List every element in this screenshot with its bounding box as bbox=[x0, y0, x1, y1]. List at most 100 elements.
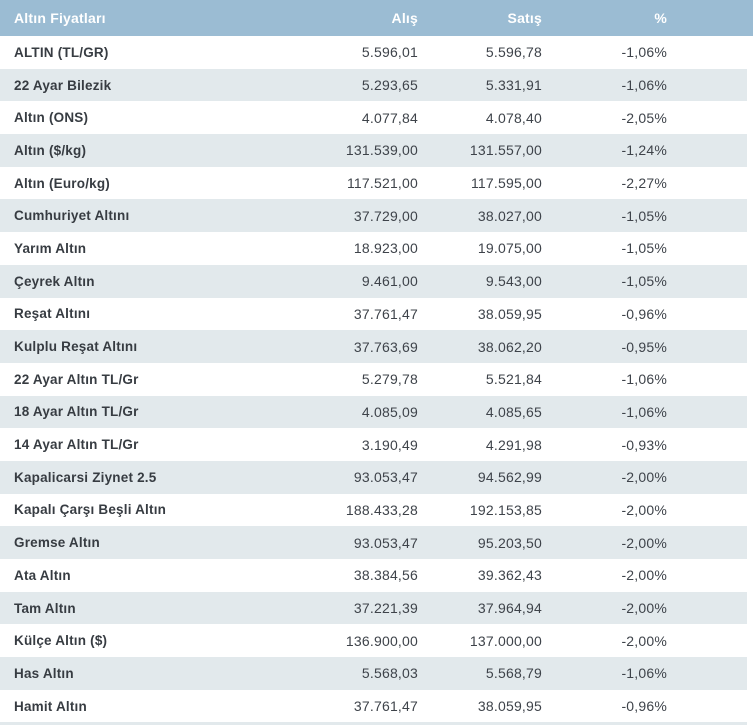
change-percent: -2,00% bbox=[621, 501, 667, 518]
sell-price: 19.075,00 bbox=[477, 240, 542, 257]
sell-price: 94.562,99 bbox=[477, 469, 542, 486]
table-row[interactable]: Hamit Altın 37.761,47 38.059,95 -0,96% bbox=[0, 690, 747, 723]
table-row[interactable]: Reşat Altını 37.761,47 38.059,95 -0,96% bbox=[0, 298, 747, 331]
change-percent: -2,05% bbox=[621, 109, 667, 126]
table-row[interactable]: 14 Ayar Altın TL/Gr 3.190,49 4.291,98 -0… bbox=[0, 428, 747, 461]
change-percent: -0,96% bbox=[621, 698, 667, 715]
instrument-name: Külçe Altın ($) bbox=[14, 633, 108, 649]
instrument-name: 14 Ayar Altın TL/Gr bbox=[14, 437, 139, 453]
table-row[interactable]: Has Altın 5.568,03 5.568,79 -1,06% bbox=[0, 657, 747, 690]
table-row[interactable]: Altın (Euro/kg) 117.521,00 117.595,00 -2… bbox=[0, 167, 747, 200]
change-percent: -1,05% bbox=[621, 273, 667, 290]
table-row[interactable]: Kulplu Reşat Altını 37.763,69 38.062,20 … bbox=[0, 330, 747, 363]
buy-price: 37.729,00 bbox=[353, 207, 418, 224]
sell-price: 38.062,20 bbox=[477, 338, 542, 355]
partial-next-row bbox=[0, 722, 747, 725]
table-row[interactable]: Altın (ONS) 4.077,84 4.078,40 -2,05% bbox=[0, 101, 747, 134]
table-row[interactable]: Tam Altın 37.221,39 37.964,94 -2,00% bbox=[0, 591, 747, 625]
change-percent: -2,00% bbox=[621, 534, 667, 551]
table-row[interactable]: Ata Altın 38.384,56 39.362,43 -2,00% bbox=[0, 559, 747, 592]
column-header-alis: Alış bbox=[391, 10, 418, 26]
sell-price: 4.291,98 bbox=[485, 436, 542, 453]
column-header-percent: % bbox=[654, 10, 667, 26]
table-row[interactable]: Külçe Altın ($) 136.900,00 137.000,00 -2… bbox=[0, 624, 747, 657]
sell-price: 131.557,00 bbox=[469, 142, 542, 159]
buy-price: 37.761,47 bbox=[353, 305, 418, 322]
buy-price: 93.053,47 bbox=[353, 534, 418, 551]
buy-price: 4.085,09 bbox=[361, 403, 418, 420]
change-percent: -0,93% bbox=[621, 436, 667, 453]
sell-price: 117.595,00 bbox=[470, 175, 542, 192]
table-row[interactable]: 18 Ayar Altın TL/Gr 4.085,09 4.085,65 -1… bbox=[0, 395, 747, 429]
change-percent: -0,96% bbox=[621, 305, 667, 322]
sell-price: 95.203,50 bbox=[477, 534, 542, 551]
sell-price: 37.964,94 bbox=[477, 600, 542, 617]
sell-price: 192.153,85 bbox=[469, 501, 542, 518]
instrument-name: Çeyrek Altın bbox=[14, 273, 95, 289]
sell-price: 137.000,00 bbox=[469, 632, 542, 649]
table-row[interactable]: 22 Ayar Altın TL/Gr 5.279,78 5.521,84 -1… bbox=[0, 363, 747, 396]
instrument-name: Altın ($/kg) bbox=[14, 142, 87, 158]
instrument-name: Kapalicarsi Ziynet 2.5 bbox=[14, 469, 157, 485]
instrument-name: 18 Ayar Altın TL/Gr bbox=[14, 404, 139, 420]
table-row[interactable]: Kapalı Çarşı Beşli Altın 188.433,28 192.… bbox=[0, 494, 747, 527]
change-percent: -1,05% bbox=[621, 207, 667, 224]
buy-price: 5.568,03 bbox=[361, 665, 418, 682]
instrument-name: Kapalı Çarşı Beşli Altın bbox=[14, 502, 167, 518]
buy-price: 37.221,39 bbox=[353, 600, 418, 617]
buy-price: 37.763,69 bbox=[353, 338, 418, 355]
change-percent: -1,06% bbox=[621, 371, 667, 388]
buy-price: 3.190,49 bbox=[361, 436, 418, 453]
instrument-name: Has Altın bbox=[14, 665, 74, 681]
change-percent: -2,00% bbox=[621, 469, 667, 486]
instrument-name: Altın (ONS) bbox=[14, 110, 89, 126]
table-row[interactable]: Gremse Altın 93.053,47 95.203,50 -2,00% bbox=[0, 526, 747, 559]
instrument-name: Tam Altın bbox=[14, 600, 76, 616]
change-percent: -2,00% bbox=[621, 600, 667, 617]
sell-price: 9.543,00 bbox=[485, 273, 542, 290]
change-percent: -1,06% bbox=[621, 77, 667, 94]
buy-price: 93.053,47 bbox=[353, 469, 418, 486]
change-percent: -1,06% bbox=[621, 44, 667, 61]
sell-price: 5.521,84 bbox=[485, 371, 542, 388]
sell-price: 38.059,95 bbox=[477, 698, 542, 715]
buy-price: 136.900,00 bbox=[345, 632, 418, 649]
table-row[interactable]: Altın ($/kg) 131.539,00 131.557,00 -1,24… bbox=[0, 134, 747, 167]
table-row[interactable]: Yarım Altın 18.923,00 19.075,00 -1,05% bbox=[0, 232, 747, 265]
change-percent: -2,27% bbox=[621, 175, 667, 192]
sell-price: 4.085,65 bbox=[485, 403, 542, 420]
sell-price: 5.331,91 bbox=[485, 77, 542, 94]
instrument-name: Yarım Altın bbox=[14, 240, 87, 256]
change-percent: -1,06% bbox=[621, 403, 667, 420]
table-row[interactable]: ALTIN (TL/GR) 5.596,01 5.596,78 -1,06% bbox=[0, 36, 747, 69]
sell-price: 5.596,78 bbox=[485, 44, 542, 61]
table-row[interactable]: Çeyrek Altın 9.461,00 9.543,00 -1,05% bbox=[0, 264, 747, 298]
table-row[interactable]: 22 Ayar Bilezik 5.293,65 5.331,91 -1,06% bbox=[0, 68, 747, 102]
buy-price: 18.923,00 bbox=[353, 240, 418, 257]
instrument-name: Kulplu Reşat Altını bbox=[14, 339, 138, 355]
sell-price: 4.078,40 bbox=[485, 109, 542, 126]
buy-price: 188.433,28 bbox=[345, 501, 418, 518]
instrument-name: Reşat Altını bbox=[14, 306, 91, 322]
change-percent: -2,00% bbox=[621, 567, 667, 584]
change-percent: -1,05% bbox=[621, 240, 667, 257]
buy-price: 37.761,47 bbox=[353, 698, 418, 715]
instrument-name: Gremse Altın bbox=[14, 535, 100, 551]
sell-price: 38.027,00 bbox=[477, 207, 542, 224]
table-row[interactable]: Cumhuriyet Altını 37.729,00 38.027,00 -1… bbox=[0, 199, 747, 233]
buy-price: 117.521,00 bbox=[346, 175, 418, 192]
table-row[interactable]: Kapalicarsi Ziynet 2.5 93.053,47 94.562,… bbox=[0, 460, 747, 494]
buy-price: 131.539,00 bbox=[345, 142, 418, 159]
instrument-name: Cumhuriyet Altını bbox=[14, 208, 130, 224]
sell-price: 39.362,43 bbox=[477, 567, 542, 584]
buy-price: 5.596,01 bbox=[361, 44, 418, 61]
instrument-name: Altın (Euro/kg) bbox=[14, 175, 110, 191]
buy-price: 38.384,56 bbox=[353, 567, 418, 584]
table-title: Altın Fiyatları bbox=[14, 10, 106, 26]
change-percent: -1,24% bbox=[621, 142, 667, 159]
table-header: Altın Fiyatları Alış Satış % bbox=[0, 0, 753, 36]
buy-price: 9.461,00 bbox=[361, 273, 418, 290]
instrument-name: Hamit Altın bbox=[14, 698, 87, 714]
change-percent: -0,95% bbox=[621, 338, 667, 355]
